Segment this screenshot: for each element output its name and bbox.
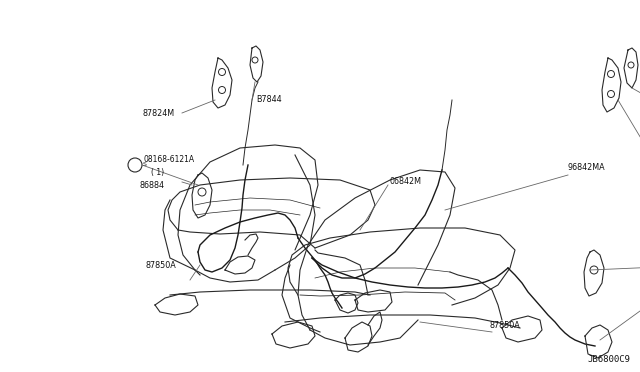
Text: ( 1): ( 1) bbox=[151, 167, 164, 176]
Text: 96842MA: 96842MA bbox=[568, 164, 605, 173]
Text: 87850A: 87850A bbox=[145, 260, 176, 269]
Text: 06842M: 06842M bbox=[390, 177, 422, 186]
Text: JB6800C9: JB6800C9 bbox=[587, 356, 630, 365]
Text: 87824M: 87824M bbox=[143, 109, 175, 118]
Text: B7844: B7844 bbox=[256, 96, 282, 105]
Text: S: S bbox=[143, 163, 147, 167]
Text: 86884: 86884 bbox=[140, 180, 165, 189]
Text: 87850A: 87850A bbox=[490, 321, 521, 330]
Text: 08168-6121A: 08168-6121A bbox=[144, 155, 195, 164]
